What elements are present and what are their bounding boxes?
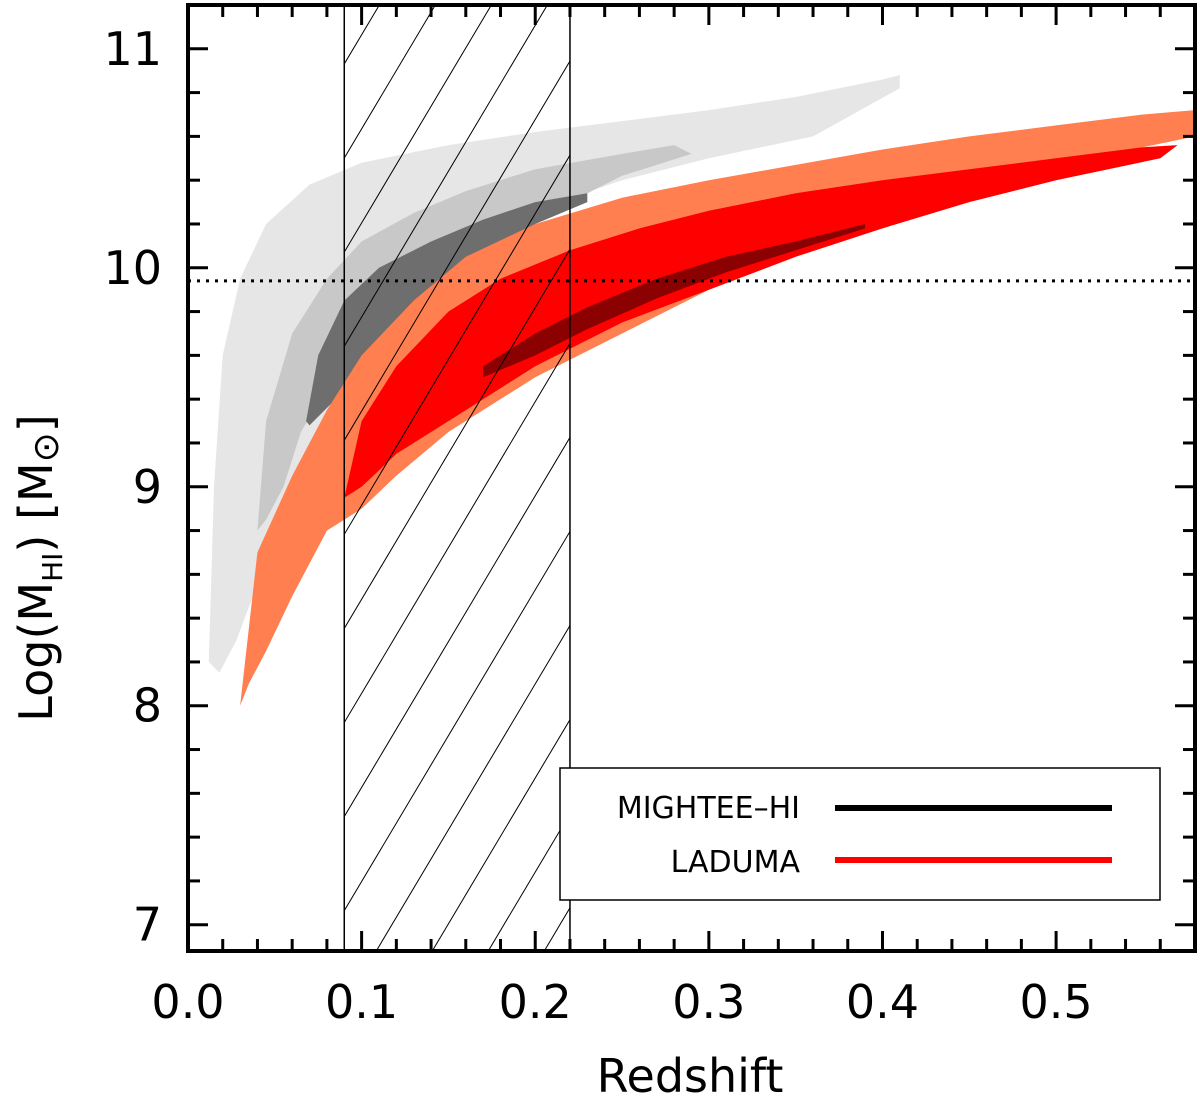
legend: MIGHTEE–HI LADUMA xyxy=(559,767,1161,901)
hatched-region xyxy=(343,5,571,951)
hatch-lines xyxy=(344,5,570,951)
axes-layer: 0.0 0.1 0.2 0.3 0.4 0.5 7 8 9 10 11 xyxy=(103,3,1197,1029)
x-tick-label: 0.4 xyxy=(846,975,919,1029)
contour-layer xyxy=(208,75,1195,706)
hatch-line xyxy=(344,5,436,160)
legend-label-mightee: MIGHTEE–HI xyxy=(617,791,800,826)
hatch-line xyxy=(375,624,570,951)
plot-frame xyxy=(186,3,1197,953)
x-axis-label: Redshift xyxy=(597,1049,784,1103)
legend-box xyxy=(559,767,1161,901)
x-tick-label: 0.2 xyxy=(499,975,572,1029)
y-axis-label: Log(MHI) [M⊙] xyxy=(9,414,69,721)
hatch-line xyxy=(344,5,380,65)
hatch-line xyxy=(344,342,570,724)
hatch-line xyxy=(344,530,570,912)
x-tick-label: 0.3 xyxy=(672,975,745,1029)
x-tick-label: 0.1 xyxy=(325,975,398,1029)
x-tick-label: 0.5 xyxy=(1020,975,1093,1029)
y-tick-label: 9 xyxy=(133,460,162,514)
contour-5 xyxy=(483,224,866,378)
y-tick-label: 10 xyxy=(103,241,162,295)
hatch-line xyxy=(344,5,492,254)
legend-label-laduma: LADUMA xyxy=(671,845,801,880)
y-tick-label: 7 xyxy=(133,898,162,952)
hatch-line xyxy=(344,436,570,818)
y-tick-label: 8 xyxy=(133,679,162,733)
contour-3 xyxy=(240,110,1195,706)
hatch-line xyxy=(344,5,548,348)
x-tick-label: 0.0 xyxy=(151,975,224,1029)
contour-4 xyxy=(344,145,1178,498)
contour-2 xyxy=(306,193,588,426)
contour-1 xyxy=(257,145,692,531)
y-tick-label: 11 xyxy=(103,22,162,76)
contour-0 xyxy=(208,75,900,673)
